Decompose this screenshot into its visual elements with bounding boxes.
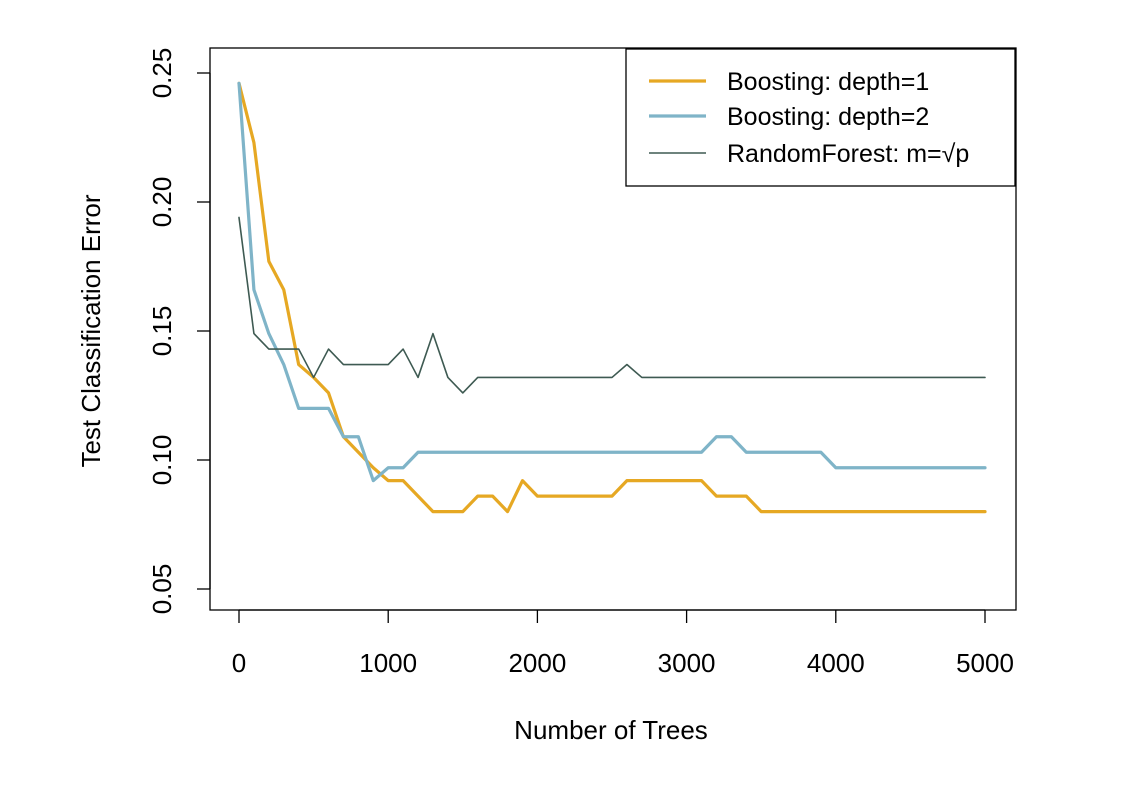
y-axis: 0.05 0.10 0.15 0.20 0.25 <box>147 48 211 615</box>
x-tick-label: 1000 <box>359 648 417 678</box>
series-line-2 <box>237 81 987 483</box>
series-line-1 <box>237 81 987 514</box>
x-tick-label: 2000 <box>508 648 566 678</box>
x-axis: 0 1000 2000 3000 4000 5000 <box>232 609 1014 678</box>
legend-label-3: RandomForest: m=√p <box>727 140 969 168</box>
x-tick-label: 5000 <box>956 648 1014 678</box>
legend-label-2: Boosting: depth=2 <box>727 103 929 131</box>
x-tick-label: 4000 <box>807 648 865 678</box>
y-tick-label: 0.10 <box>147 435 177 486</box>
legend: Boosting: depth=1 Boosting: depth=2 Random… <box>625 48 1016 187</box>
x-axis-label: Number of Trees <box>514 715 708 745</box>
x-tick-label: 3000 <box>658 648 716 678</box>
y-tick-label: 0.25 <box>147 48 177 99</box>
y-tick-label: 0.15 <box>147 306 177 357</box>
x-tick-label: 0 <box>232 648 246 678</box>
series-layer <box>237 81 987 514</box>
y-tick-label: 0.05 <box>147 564 177 615</box>
legend-label-1: Boosting: depth=1 <box>727 68 929 96</box>
y-axis-label: Test Classification Error <box>76 194 106 467</box>
series-line-3 <box>238 216 986 394</box>
y-tick-label: 0.20 <box>147 177 177 228</box>
